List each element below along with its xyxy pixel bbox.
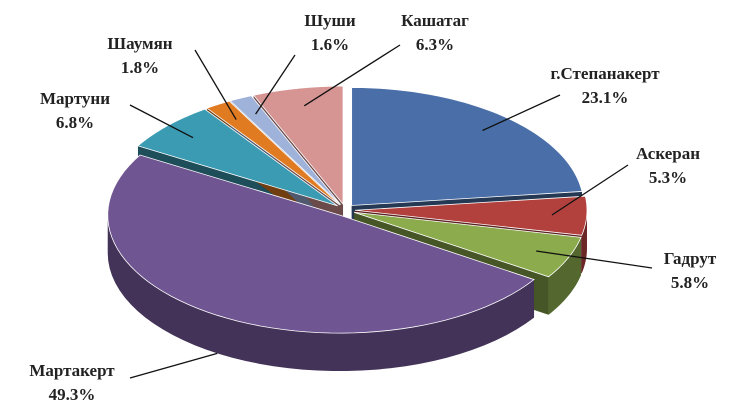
slice [137,108,338,207]
slice-side [107,215,535,372]
leader-line [303,44,401,107]
leader-line [129,104,194,139]
slice-label: Шаумян [107,34,172,53]
leader-line [255,54,296,115]
slice [351,87,583,206]
leader-line [129,352,218,379]
slice-label: Гадрут [664,249,717,268]
slice-value-label: 1.6% [311,35,349,54]
slice [354,211,582,278]
slice-value-label: 5.8% [671,273,709,292]
leader-line [536,250,653,269]
leader-line [551,164,629,216]
slice [229,95,341,205]
slice-label: Кашатаг [401,11,469,30]
slice-label: Аскеран [636,144,700,163]
slice-label: Мартакерт [29,361,115,380]
slice-label: Мартуни [40,89,110,108]
slice-label: г.Степанакерт [550,64,660,83]
leader-line [194,49,237,120]
slice [107,154,535,334]
leader-line [482,94,561,132]
slice-label: Шуши [304,11,356,30]
slice-value-label: 23.1% [582,88,629,107]
slice [354,195,588,236]
slice-value-label: 49.3% [49,385,96,404]
slice-value-label: 5.3% [649,168,687,187]
slice-value-label: 6.8% [56,113,94,132]
slice [252,85,344,206]
slice-value-label: 1.8% [121,58,159,77]
slice-value-label: 6.3% [416,35,454,54]
